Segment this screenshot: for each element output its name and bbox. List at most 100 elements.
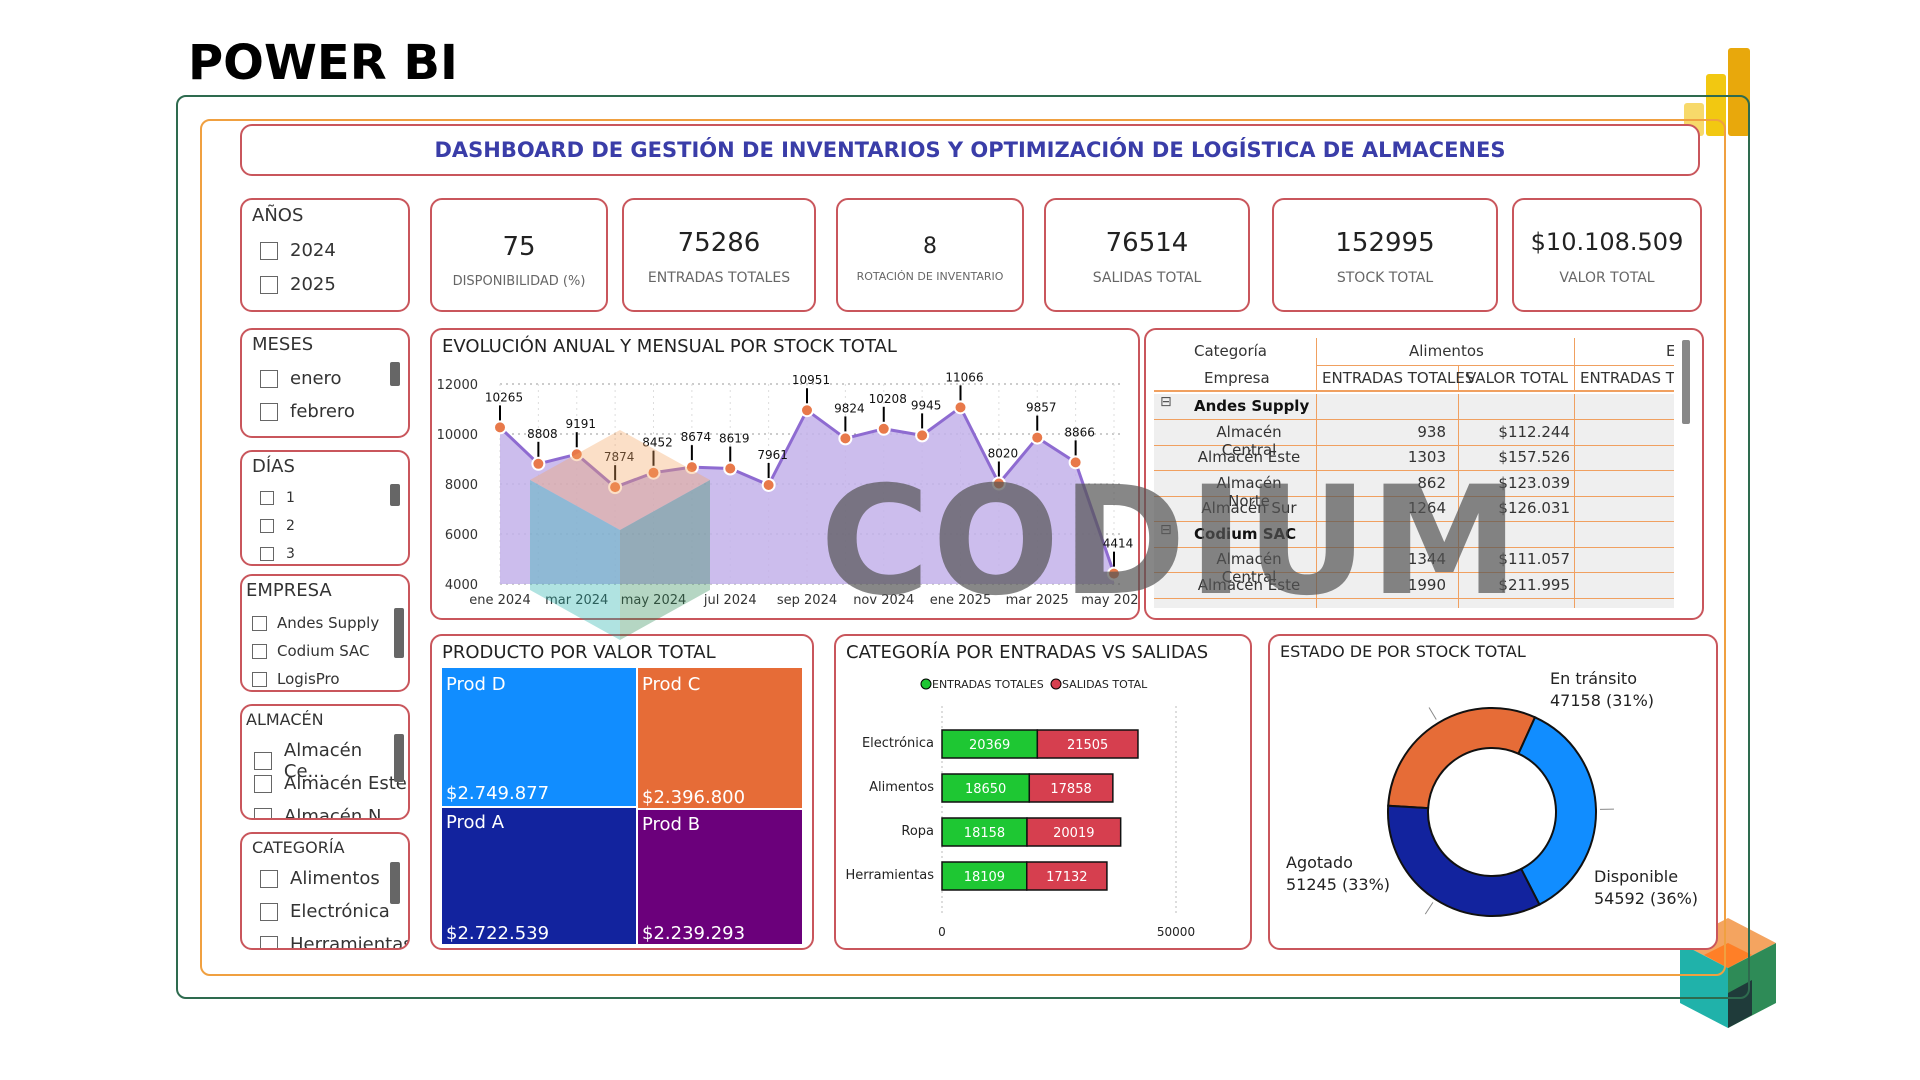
tile-value: $2.396.800 bbox=[642, 787, 746, 808]
slicer-days-option[interactable]: 1 bbox=[260, 490, 295, 506]
y-tick-label: 10000 bbox=[437, 428, 478, 443]
category-label: Ropa bbox=[901, 824, 934, 839]
slicer-warehouse[interactable]: ALMACÉN Almacén Ce... Almacén Este Almac… bbox=[240, 704, 410, 820]
category-label: Electrónica bbox=[862, 736, 934, 751]
slicer-company-option[interactable]: Andes Supply bbox=[252, 614, 379, 632]
data-point bbox=[533, 458, 544, 469]
scrollbar[interactable] bbox=[390, 484, 400, 506]
slicer-warehouse-title: ALMACÉN bbox=[246, 710, 324, 729]
data-label: 9824 bbox=[834, 401, 865, 415]
data-point bbox=[955, 402, 966, 413]
slicer-company-option[interactable]: LogisPro bbox=[252, 670, 340, 688]
category-bar-chart[interactable]: CATEGORÍA POR ENTRADAS VS SALIDAS ENTRAD… bbox=[834, 634, 1252, 950]
checkbox[interactable] bbox=[254, 774, 272, 793]
checkbox[interactable] bbox=[254, 807, 272, 818]
stock-evolution-chart[interactable]: EVOLUCIÓN ANUAL Y MENSUAL POR STOCK TOTA… bbox=[430, 328, 1140, 620]
slicer-months[interactable]: MESES enero febrero bbox=[240, 328, 410, 438]
slicer-category-option[interactable]: Alimentos bbox=[260, 868, 380, 889]
checkbox[interactable] bbox=[252, 615, 267, 631]
slicer-warehouse-option[interactable]: Almacén N... bbox=[254, 806, 399, 818]
treemap-tile-prod-b[interactable]: Prod B $2.239.293 bbox=[638, 810, 802, 944]
data-label: 9857 bbox=[1026, 401, 1057, 415]
data-point bbox=[495, 422, 505, 433]
row-name: Almacén Norte bbox=[1216, 473, 1282, 510]
checkbox[interactable] bbox=[260, 547, 274, 561]
checkbox[interactable] bbox=[260, 402, 278, 421]
slicer-category-option[interactable]: Electrónica bbox=[260, 901, 390, 922]
checkbox[interactable] bbox=[260, 241, 278, 260]
checkbox[interactable] bbox=[260, 275, 278, 294]
slicer-days[interactable]: DÍAS 1 2 3 bbox=[240, 450, 410, 566]
slicer-months-option[interactable]: enero bbox=[260, 368, 342, 389]
divider bbox=[1458, 394, 1459, 608]
slicer-warehouse-option[interactable]: Almacén Ce... bbox=[254, 740, 408, 782]
checkbox[interactable] bbox=[260, 519, 274, 533]
slicer-company[interactable]: EMPRESA Andes Supply Codium SAC LogisPro bbox=[240, 574, 410, 692]
matrix-rows: ⊟ Andes Supply Almacén Central 938 $112.244 A… bbox=[1154, 394, 1674, 608]
matrix-row[interactable]: Almacén Este 1990 $211.995 bbox=[1154, 573, 1674, 599]
collapse-icon[interactable]: ⊟ bbox=[1160, 394, 1172, 410]
tile-value: $2.722.539 bbox=[446, 923, 550, 944]
slicer-years-option[interactable]: 2024 bbox=[260, 240, 336, 261]
row-name: Almacén Este bbox=[1197, 575, 1301, 594]
cell-valor: $112.244 bbox=[1498, 422, 1570, 441]
slicer-years-option[interactable]: 2025 bbox=[260, 274, 336, 295]
option-label: Codium SAC bbox=[277, 642, 370, 660]
option-label: Alimentos bbox=[290, 868, 380, 889]
matrix-row[interactable]: Almacén Este 1303 $157.526 bbox=[1154, 445, 1674, 471]
option-label: Almacén Ce... bbox=[283, 740, 363, 782]
slicer-years[interactable]: AÑOS 2024 2025 bbox=[240, 198, 410, 312]
checkbox[interactable] bbox=[260, 869, 278, 888]
category-label: Herramientas bbox=[845, 868, 934, 883]
slicer-company-option[interactable]: Codium SAC bbox=[252, 642, 370, 660]
treemap-tile-prod-a[interactable]: Prod A $2.722.539 bbox=[442, 808, 636, 944]
matrix-row[interactable]: Almacén Norte 862 $123.039 bbox=[1154, 471, 1674, 510]
treemap-tile-prod-d[interactable]: Prod D $2.749.877 bbox=[442, 668, 636, 806]
checkbox[interactable] bbox=[260, 902, 278, 921]
data-point bbox=[610, 482, 621, 493]
slicer-days-title: DÍAS bbox=[252, 456, 295, 477]
matrix-row[interactable]: Almacén Central 938 $112.244 bbox=[1154, 420, 1674, 459]
matrix-group-row[interactable]: ⊟ Andes Supply bbox=[1154, 394, 1674, 420]
treemap-tile-prod-c[interactable]: Prod C $2.396.800 bbox=[638, 668, 802, 808]
slicer-category[interactable]: CATEGORÍA Alimentos Electrónica Herramie… bbox=[240, 832, 410, 950]
kpi-label: ROTACIÓN DE INVENTARIO bbox=[856, 270, 1004, 283]
slicer-days-option[interactable]: 2 bbox=[260, 518, 295, 534]
collapse-icon[interactable]: ⊟ bbox=[1160, 521, 1172, 538]
matrix-group-row[interactable]: ⊟ Codium SAC bbox=[1154, 522, 1674, 548]
x-tick-label: may 2024 bbox=[621, 593, 687, 608]
checkbox[interactable] bbox=[254, 752, 272, 770]
row-name: Almacén Central bbox=[1216, 550, 1282, 586]
checkbox[interactable] bbox=[260, 935, 278, 948]
option-label: Electrónica bbox=[290, 901, 390, 922]
y-tick-label: 8000 bbox=[445, 478, 478, 493]
inner-frame bbox=[200, 119, 1726, 976]
scrollbar[interactable] bbox=[390, 862, 400, 904]
checkbox[interactable] bbox=[252, 643, 267, 659]
scrollbar[interactable] bbox=[394, 608, 404, 658]
bar-chart-svg: ENTRADAS TOTALES SALIDAS TOTAL 0 50000 Elect… bbox=[845, 678, 1195, 939]
product-treemap[interactable]: PRODUCTO POR VALOR TOTAL Prod D $2.749.8… bbox=[430, 634, 814, 950]
category-matrix[interactable]: Categoría Alimentos E Empresa ENTRADAS T… bbox=[1144, 328, 1704, 620]
checkbox[interactable] bbox=[260, 369, 278, 388]
status-donut-chart[interactable]: ESTADO DE POR STOCK TOTAL En tránsito 471… bbox=[1268, 634, 1718, 950]
checkbox[interactable] bbox=[252, 671, 267, 687]
matrix-row[interactable]: Almacén Sur 1264 $126.031 bbox=[1154, 496, 1674, 522]
row-name: Codium SAC bbox=[1194, 524, 1297, 543]
slicer-days-option[interactable]: 3 bbox=[260, 546, 295, 562]
data-point bbox=[1109, 568, 1119, 579]
divider bbox=[1316, 394, 1317, 608]
slicer-months-option[interactable]: febrero bbox=[260, 401, 355, 422]
data-label: 4414 bbox=[1103, 537, 1134, 551]
matrix-row[interactable]: Almacén Central 1344 $111.057 bbox=[1154, 547, 1674, 586]
slice-name-label: En tránsito bbox=[1550, 669, 1637, 688]
slicer-warehouse-option[interactable]: Almacén Este bbox=[254, 773, 407, 794]
scrollbar[interactable] bbox=[1682, 340, 1690, 424]
row-name: Andes Supply bbox=[1194, 397, 1310, 415]
checkbox[interactable] bbox=[260, 491, 274, 505]
scrollbar[interactable] bbox=[394, 734, 404, 782]
scrollbar[interactable] bbox=[390, 362, 400, 386]
slicer-category-option[interactable]: Herramientas bbox=[260, 934, 408, 948]
x-tick-label: mar 2024 bbox=[545, 593, 608, 608]
bar bbox=[1026, 817, 1122, 847]
